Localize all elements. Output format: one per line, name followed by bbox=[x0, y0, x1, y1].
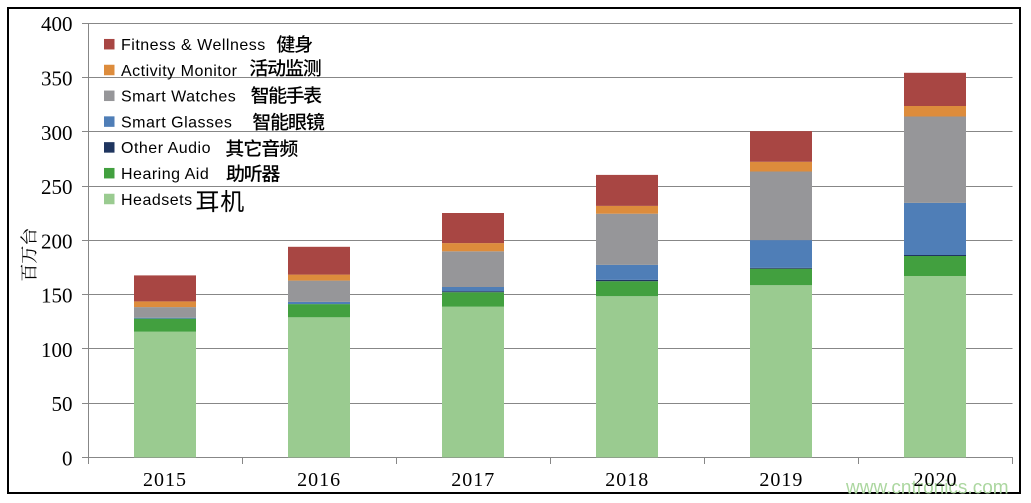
svg-text:350: 350 bbox=[41, 67, 73, 91]
svg-text:2016: 2016 bbox=[297, 469, 341, 491]
svg-text:50: 50 bbox=[52, 392, 73, 416]
svg-text:250: 250 bbox=[41, 175, 73, 199]
svg-text:100: 100 bbox=[41, 338, 73, 362]
svg-text:Other Audio: Other Audio bbox=[121, 140, 211, 157]
svg-text:Fitness & Wellness: Fitness & Wellness bbox=[121, 37, 266, 54]
svg-text:www.cntronics.com: www.cntronics.com bbox=[845, 477, 1009, 498]
svg-text:300: 300 bbox=[41, 121, 73, 145]
svg-text:Activity Monitor: Activity Monitor bbox=[121, 63, 238, 80]
svg-text:2015: 2015 bbox=[143, 469, 187, 491]
svg-text:Smart Watches: Smart Watches bbox=[121, 89, 236, 106]
svg-text:Hearing Aid: Hearing Aid bbox=[121, 166, 209, 183]
svg-text:2018: 2018 bbox=[605, 469, 649, 491]
svg-text:Smart Glasses: Smart Glasses bbox=[121, 114, 232, 131]
svg-text:Headsets: Headsets bbox=[121, 192, 193, 209]
svg-text:200: 200 bbox=[41, 229, 73, 253]
svg-text:2020: 2020 bbox=[914, 469, 958, 491]
svg-text:400: 400 bbox=[41, 12, 73, 36]
svg-text:2017: 2017 bbox=[451, 469, 495, 491]
svg-text:0: 0 bbox=[62, 446, 73, 470]
svg-text:2019: 2019 bbox=[759, 469, 803, 491]
svg-text:150: 150 bbox=[41, 284, 73, 308]
